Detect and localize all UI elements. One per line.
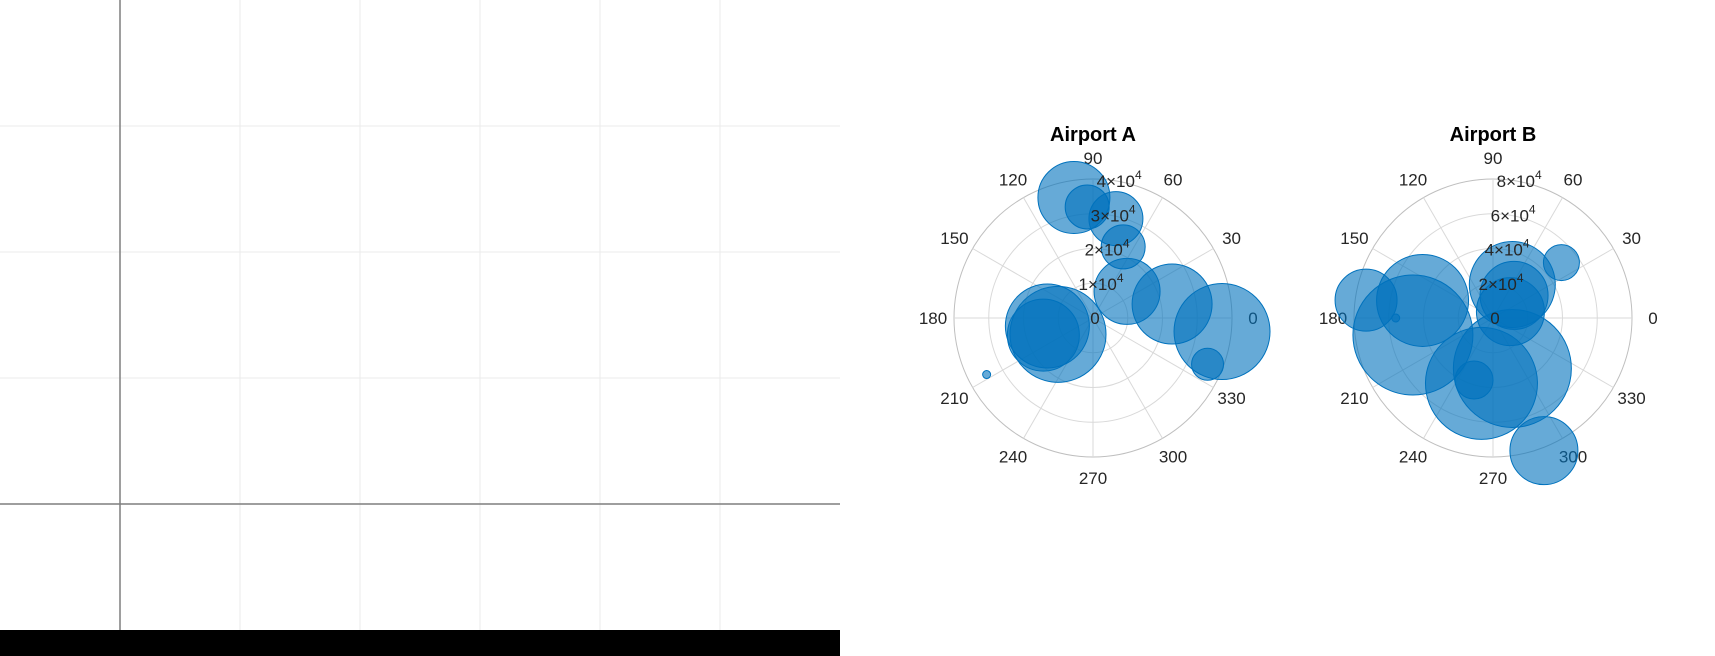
left-axes-panel [0, 0, 840, 656]
theta-tick-label: 90 [1484, 149, 1503, 168]
theta-tick-label: 330 [1217, 389, 1245, 408]
theta-tick-label: 330 [1617, 389, 1645, 408]
angular-grid-spoke [1092, 317, 1214, 388]
theta-tick-label: 30 [1622, 229, 1641, 248]
bottom-black-bar [0, 630, 840, 656]
bubble-point [982, 370, 992, 380]
r-tick-label: 3×104 [1091, 202, 1136, 225]
r-tick-label: 8×104 [1497, 168, 1542, 191]
chart-title-airport-a: Airport A [1050, 124, 1136, 146]
bubble-point [1006, 298, 1080, 372]
theta-tick-label: 60 [1564, 170, 1583, 189]
bubble-point [1191, 347, 1225, 381]
theta-tick-label: 240 [999, 448, 1027, 467]
theta-tick-label: 150 [1340, 229, 1368, 248]
polar-chart-airport-b: Airport B 030609012015018021024027030033… [1319, 124, 1658, 488]
theta-tick-label: 30 [1222, 229, 1241, 248]
bubble-point [1509, 416, 1579, 486]
theta-tick-label: 120 [1399, 170, 1427, 189]
theta-tick-label: 180 [919, 309, 947, 328]
theta-tick-label: 270 [1479, 469, 1507, 488]
theta-tick-label: 300 [1159, 448, 1187, 467]
theta-tick-label: 120 [999, 170, 1027, 189]
r-tick-label: 0 [1490, 309, 1499, 328]
theta-tick-label: 0 [1648, 309, 1657, 328]
left-grid [0, 0, 840, 630]
r-tick-label: 2×104 [1085, 237, 1130, 260]
bubbles [1334, 241, 1580, 486]
r-tick-label: 4×104 [1485, 237, 1530, 260]
polar-chart-airport-a: Airport A 0 30 60 90 120 150 180 210 240 270 300 33… [919, 124, 1271, 488]
theta-tick-label: 270 [1079, 469, 1107, 488]
theta-tick-label: 210 [940, 389, 968, 408]
theta-tick-label: 240 [1399, 448, 1427, 467]
r-tick-label: 6×104 [1491, 202, 1536, 225]
r-tick-label: 0 [1090, 309, 1099, 328]
bubble-point [1391, 313, 1401, 323]
bubbles [982, 160, 1271, 383]
theta-tick-label: 90 [1084, 149, 1103, 168]
r-tick-label: 1×104 [1079, 271, 1124, 294]
theta-tick-label: 60 [1164, 170, 1183, 189]
theta-tick-label: 210 [1340, 389, 1368, 408]
r-tick-label: 2×104 [1479, 271, 1524, 294]
r-tick-label: 4×104 [1097, 168, 1142, 191]
theta-tick-label: 150 [940, 229, 968, 248]
chart-title-airport-b: Airport B [1450, 124, 1537, 146]
bubble-point [1542, 244, 1580, 282]
bubble-point [1454, 360, 1494, 400]
